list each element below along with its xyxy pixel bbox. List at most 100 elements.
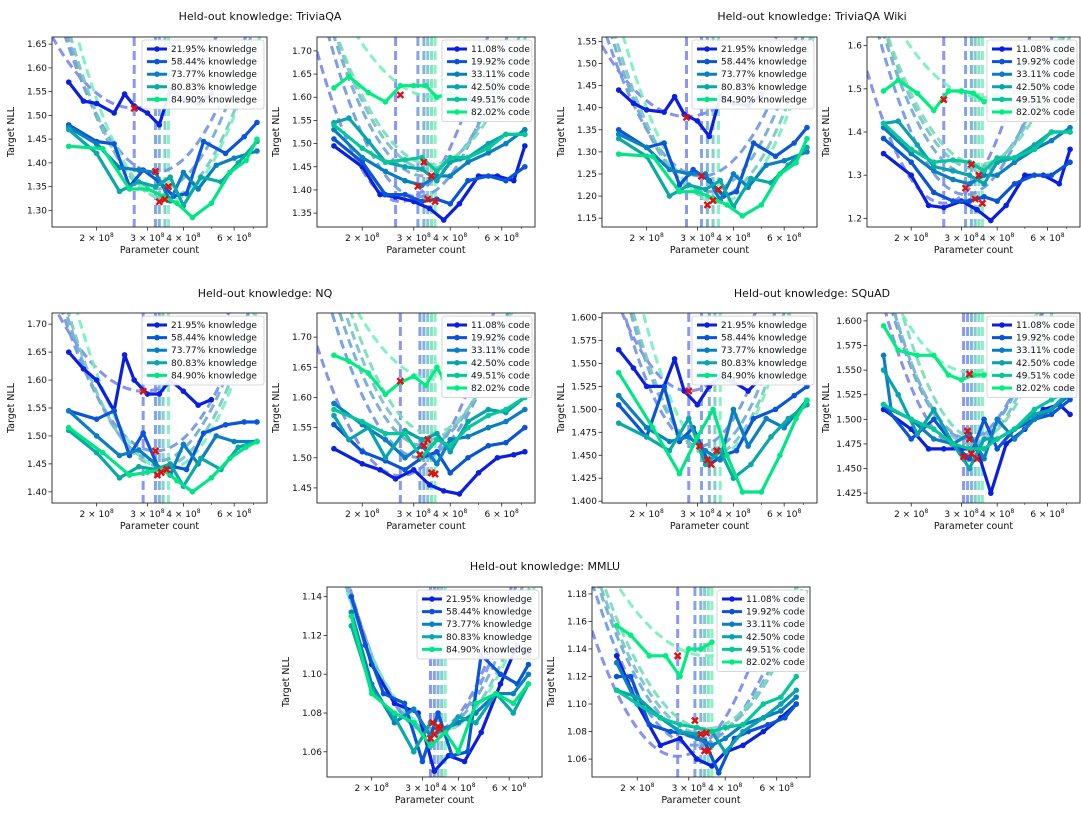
x-tick-label: 2 × 108 (630, 232, 664, 244)
series-point (981, 168, 987, 174)
series-point (522, 126, 528, 133)
legend-entry: 73.77% knowledge (171, 346, 257, 356)
y-tick-label: 1.65 (27, 40, 47, 50)
x-tick-exponent: 8 (161, 232, 165, 239)
series-point (793, 415, 799, 422)
series-point (880, 135, 887, 142)
series-point (493, 690, 499, 697)
series-point (908, 159, 915, 166)
series-point (419, 198, 425, 205)
x-tick-exponent: 8 (436, 782, 440, 789)
series-point (677, 673, 683, 680)
x-tick-label: 6 × 108 (492, 782, 526, 794)
series-point (419, 758, 426, 765)
series-point (908, 416, 915, 423)
legend-entry: 49.51% code (471, 371, 530, 381)
legend-entry: 11.08% code (746, 595, 805, 605)
series-point (152, 461, 159, 467)
series-point (1067, 411, 1073, 418)
series-point (391, 710, 398, 716)
legend-entry: 80.83% knowledge (721, 83, 807, 93)
series-point (473, 700, 479, 707)
series-point (698, 646, 704, 652)
series-point (200, 138, 207, 145)
series-point (503, 177, 509, 184)
series-point (331, 406, 337, 413)
y-tick-label: 1.55 (292, 424, 312, 434)
x-axis-label: Parameter count (386, 245, 466, 256)
y-tick-label: 1.450 (571, 451, 597, 461)
legend-swatch-marker (704, 58, 710, 65)
series-point (180, 169, 187, 176)
series-point (121, 352, 128, 358)
legend-entry: 33.11% code (471, 70, 530, 80)
series-point (760, 728, 767, 735)
series-point (144, 110, 151, 116)
x-tick-exponent: 8 (660, 232, 664, 239)
y-tick-label: 1.40 (27, 488, 47, 498)
legend-swatch-marker (999, 372, 1005, 379)
series-point (613, 659, 620, 666)
series-point (785, 415, 792, 422)
x-tick-label: 4 × 108 (433, 232, 467, 244)
y-tick-label: 1.70 (27, 320, 47, 330)
series-point (156, 391, 163, 397)
legend-swatch-marker (454, 71, 460, 77)
legend-box (141, 39, 265, 110)
legend-swatch-marker (154, 71, 160, 77)
series-point (667, 728, 674, 735)
x-tick-label: 6 × 108 (485, 508, 519, 520)
x-axis-label: Parameter count (120, 245, 200, 256)
legend-swatch-marker (999, 96, 1005, 103)
series-point (613, 622, 620, 629)
axes-frame (601, 36, 818, 228)
optimum-marker (691, 716, 699, 725)
series-point (630, 365, 637, 371)
series-point (804, 397, 810, 403)
x-tick-exponent: 8 (702, 782, 706, 789)
y-tick-label: 1.12 (302, 631, 322, 641)
series-point (331, 136, 337, 142)
fit-curve-3 (332, 37, 516, 178)
series-point (503, 131, 509, 138)
y-tick-label: 1.600 (836, 317, 862, 327)
legend-swatch-marker (729, 646, 735, 653)
series-point (914, 142, 921, 148)
y-tick-label: 1.50 (292, 140, 312, 150)
series-point (365, 89, 372, 96)
series-point (778, 701, 784, 707)
series-point (525, 681, 532, 687)
series-point (485, 145, 492, 152)
legend-triviaqa-knowledge: 21.95% knowledge 58.44% knowledge 73.77% k… (141, 39, 265, 110)
optimum-marker (396, 377, 405, 386)
series-point (510, 700, 517, 707)
series-point (449, 752, 455, 759)
x-tick-label: 3 × 108 (672, 782, 706, 794)
series-point (241, 419, 247, 425)
series-point (1067, 124, 1073, 131)
series-point (722, 749, 729, 756)
y-tick-label: 1.400 (571, 497, 597, 507)
optimum-marker (695, 442, 704, 450)
y-axis-label: Target NLL (6, 382, 17, 434)
y-tick-label: 1.50 (27, 432, 47, 442)
series-point (391, 700, 398, 707)
series-point (895, 391, 901, 398)
series-point (80, 366, 87, 372)
y-tick-label: 1.40 (577, 104, 597, 114)
series-point (662, 653, 669, 659)
series-point (522, 406, 528, 413)
series-point (1011, 181, 1018, 187)
series-point (748, 175, 754, 182)
series-point (465, 418, 471, 425)
x-tick-exponent: 8 (376, 508, 380, 515)
series-point (760, 701, 767, 707)
series-point (772, 153, 779, 160)
legend-entry: 21.95% knowledge (171, 45, 257, 55)
series-point (895, 118, 901, 125)
legend-entry: 84.90% knowledge (171, 95, 257, 105)
series-point (1011, 426, 1018, 432)
series-point (661, 109, 667, 115)
legend-swatch-marker (454, 372, 460, 379)
series-point (958, 88, 965, 94)
